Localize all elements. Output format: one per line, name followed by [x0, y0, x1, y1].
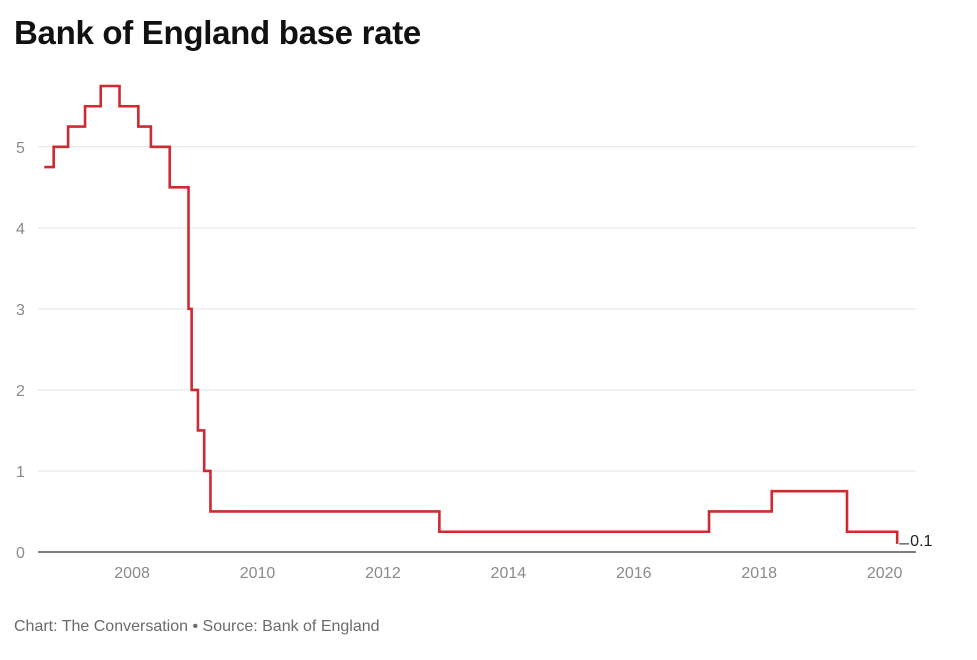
data-source: Source: Bank of England — [202, 618, 380, 635]
chart-footer: Chart: The Conversation • Source: Bank o… — [14, 618, 380, 636]
x-tick-label-2014: 2014 — [491, 565, 527, 582]
chart-title: Bank of England base rate — [14, 14, 421, 51]
y-tick-label-3: 3 — [16, 302, 25, 319]
series-line-base-rate — [44, 84, 899, 544]
y-tick-label-2: 2 — [16, 383, 25, 400]
y-tick-label-4: 4 — [16, 221, 25, 238]
y-tick-label-1: 1 — [16, 464, 25, 481]
y-axis-ticks: 0 1 2 3 4 5 — [16, 140, 25, 562]
gridlines — [38, 146, 916, 472]
chart-credit: Chart: The Conversation — [14, 618, 189, 635]
line-chart: 0 1 2 3 4 5 2008 2010 2012 2014 2016 2018 2020 0.1 — [16, 84, 933, 582]
x-tick-label-2010: 2010 — [240, 565, 276, 582]
x-tick-label-2008: 2008 — [114, 565, 150, 582]
y-tick-label-5: 5 — [16, 140, 25, 157]
end-value-label: 0.1 — [910, 533, 932, 550]
x-tick-label-2012: 2012 — [365, 565, 401, 582]
x-axis-ticks: 2008 2010 2012 2014 2016 2018 2020 — [114, 565, 902, 582]
x-tick-label-2016: 2016 — [616, 565, 652, 582]
x-tick-label-2018: 2018 — [741, 565, 777, 582]
y-tick-label-0: 0 — [16, 545, 25, 562]
x-tick-label-2020: 2020 — [867, 565, 903, 582]
footer-separator: • — [192, 618, 199, 635]
